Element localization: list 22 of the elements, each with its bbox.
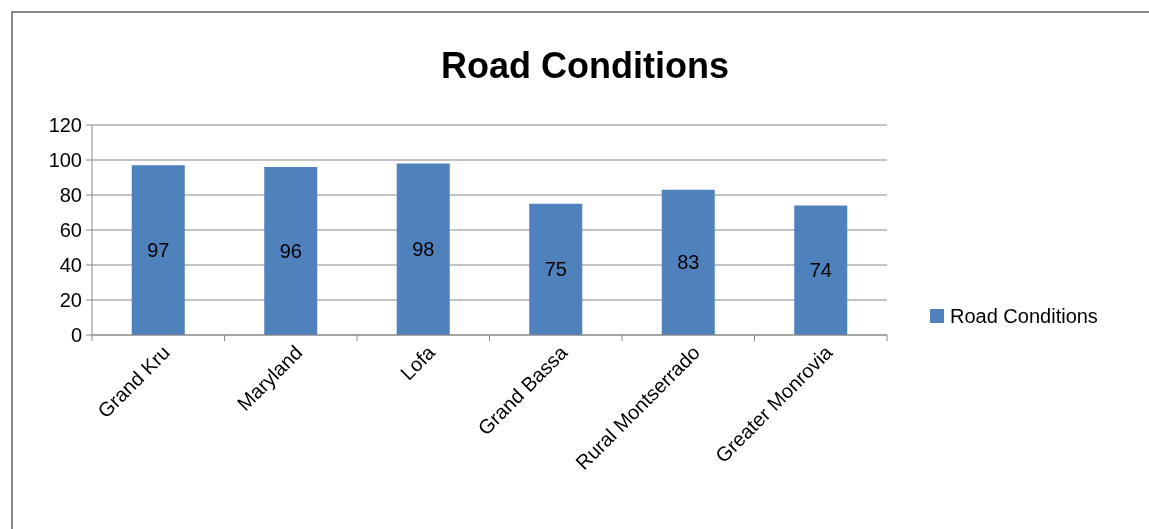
legend-label: Road Conditions (950, 305, 1098, 327)
data-label: 83 (677, 251, 700, 274)
bar (794, 205, 848, 335)
data-label: 75 (544, 258, 567, 281)
bar (661, 189, 715, 335)
data-label: 96 (279, 240, 302, 262)
bar (131, 165, 185, 335)
y-tick-label: 40 (59, 254, 82, 276)
y-tick-label: 60 (59, 219, 82, 241)
y-tick-label: 100 (48, 149, 82, 171)
bar (264, 167, 318, 335)
y-tick-label: 20 (59, 289, 82, 311)
chart-title: Road Conditions (441, 44, 729, 86)
data-label: 74 (809, 259, 832, 282)
data-label: 98 (412, 238, 435, 261)
y-tick-label: 0 (70, 324, 82, 346)
bar (396, 163, 450, 335)
y-tick-label: 80 (59, 184, 82, 206)
bar (529, 203, 583, 335)
y-tick-label: 120 (48, 114, 82, 136)
x-tick-label: Lofa (395, 340, 440, 385)
data-label: 97 (147, 239, 170, 262)
